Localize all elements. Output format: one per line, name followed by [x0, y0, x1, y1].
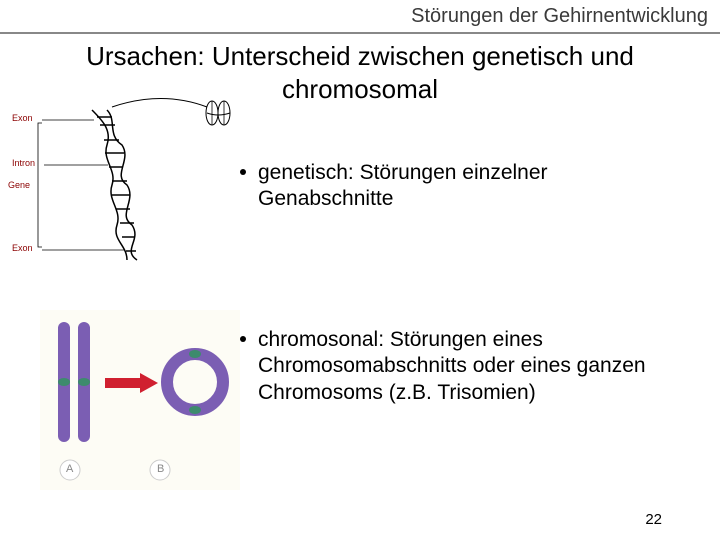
- bullet-genetic-text: genetisch: Störungen einzelner Genabschn…: [258, 161, 548, 210]
- slide-content: Exon Intron Gene Exon: [0, 105, 720, 535]
- header-divider: [0, 32, 720, 34]
- page-number: 22: [645, 511, 662, 528]
- dna-svg: [12, 95, 242, 285]
- dna-label-gene: Gene: [8, 180, 30, 190]
- bullet-dot-icon: [240, 336, 246, 342]
- dna-label-exon-top: Exon: [12, 113, 33, 123]
- bullet-chromosomal: chromosonal: Störungen eines Chromosomab…: [258, 327, 698, 406]
- dna-gene-illustration: Exon Intron Gene Exon: [12, 95, 242, 285]
- chromosome-label-a: A: [66, 463, 73, 475]
- dna-label-exon-bottom: Exon: [12, 243, 33, 253]
- slide-header: Störungen der Gehirnentwicklung: [0, 0, 720, 32]
- bullet-chromosomal-text: chromosonal: Störungen eines Chromosomab…: [258, 328, 646, 404]
- chromosome-label-b: B: [157, 463, 164, 475]
- chromosome-illustration: A B: [40, 310, 240, 490]
- header-text: Störungen der Gehirnentwicklung: [411, 5, 708, 28]
- bullet-dot-icon: [240, 169, 246, 175]
- dna-label-intron: Intron: [12, 158, 35, 168]
- bullet-genetic: genetisch: Störungen einzelner Genabschn…: [258, 160, 678, 213]
